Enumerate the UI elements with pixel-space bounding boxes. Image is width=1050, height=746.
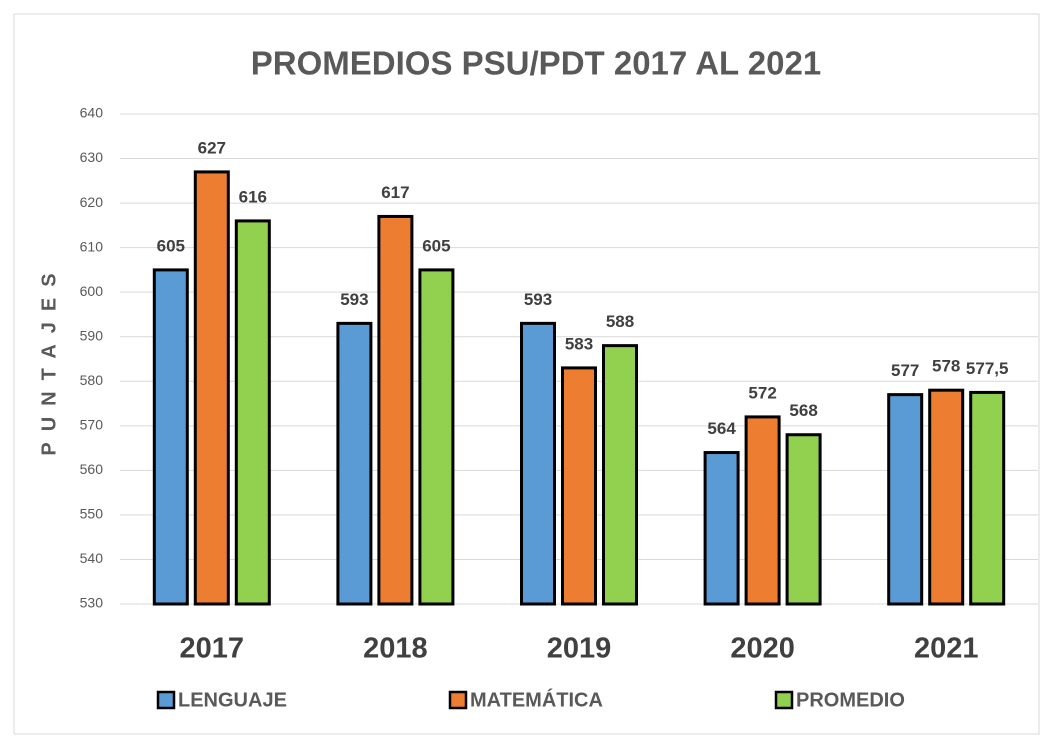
x-tick-label: 2019 [547, 633, 612, 665]
y-tick-label: 550 [80, 506, 104, 522]
data-label: 583 [565, 334, 593, 353]
y-tick-label: 590 [80, 327, 104, 343]
data-label: 605 [422, 236, 450, 255]
y-tick-label: 640 [80, 105, 104, 121]
bar [234, 219, 271, 606]
data-label: 577,5 [966, 359, 1009, 378]
y-axis-label: PUNTAJES [38, 262, 60, 455]
y-tick-label: 600 [80, 283, 104, 299]
x-tick-label: 2021 [914, 633, 979, 665]
chart-title: PROMEDIOS PSU/PDT 2017 AL 2021 [251, 45, 821, 82]
bar [887, 393, 924, 606]
bar [969, 390, 1006, 606]
legend-label: LENGUAJE [178, 689, 287, 711]
data-label: 577 [891, 361, 919, 380]
bar [193, 170, 230, 606]
y-tick-label: 580 [80, 372, 104, 388]
data-label: 605 [157, 236, 185, 255]
y-tick-label: 570 [80, 417, 104, 433]
bar [928, 388, 965, 606]
data-label: 593 [524, 290, 552, 309]
legend-swatch [156, 690, 176, 710]
legend-swatch [774, 690, 794, 710]
bar [744, 415, 781, 606]
bar [336, 321, 373, 606]
data-label: 617 [381, 183, 409, 202]
bar [418, 268, 455, 606]
y-tick-label: 610 [80, 238, 104, 254]
y-tick-label: 540 [80, 550, 104, 566]
bar [561, 366, 597, 606]
y-tick-label: 620 [80, 194, 104, 210]
data-label: 578 [932, 357, 960, 376]
data-label: 572 [748, 383, 776, 402]
data-label: 616 [239, 187, 267, 206]
y-tick-label: 560 [80, 461, 104, 477]
legend-label: PROMEDIO [796, 689, 905, 711]
bar [703, 451, 740, 606]
y-tick-label: 630 [80, 149, 104, 165]
bar [520, 321, 556, 606]
legend-swatch [448, 690, 468, 710]
data-label: 588 [606, 312, 634, 331]
data-label: 568 [789, 401, 817, 420]
bar [152, 268, 189, 606]
bar [785, 433, 822, 606]
x-tick-label: 2020 [730, 633, 795, 665]
bar [602, 344, 638, 606]
y-tick-label: 530 [80, 595, 104, 611]
bar [377, 214, 414, 606]
legend-label: MATEMÁTICA [470, 688, 603, 711]
data-label: 627 [198, 138, 226, 157]
x-tick-label: 2017 [180, 633, 245, 665]
data-label: 593 [340, 290, 368, 309]
x-tick-label: 2018 [363, 633, 428, 665]
data-label: 564 [707, 419, 736, 438]
